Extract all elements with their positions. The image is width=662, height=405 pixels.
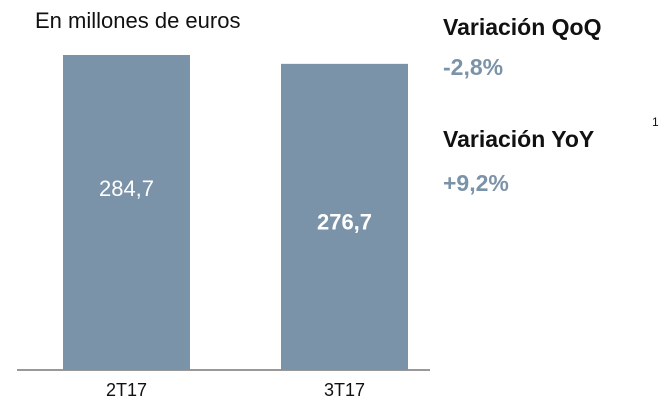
x-tick-label: 2T17: [106, 380, 147, 400]
bar: [281, 63, 408, 371]
chart-title: En millones de euros: [35, 8, 240, 33]
x-tick-label: 3T17: [324, 380, 365, 400]
kpi-label: Variación QoQ: [443, 14, 602, 40]
footnote-mark: 1: [652, 115, 659, 129]
value-label: 284,7: [99, 176, 154, 201]
kpi-value: -2,8%: [443, 54, 503, 80]
kpi-value: +9,2%: [443, 170, 509, 196]
bar: [63, 55, 190, 370]
value-label: 276,7: [317, 210, 372, 235]
kpi-label: Variación YoY: [443, 126, 594, 152]
